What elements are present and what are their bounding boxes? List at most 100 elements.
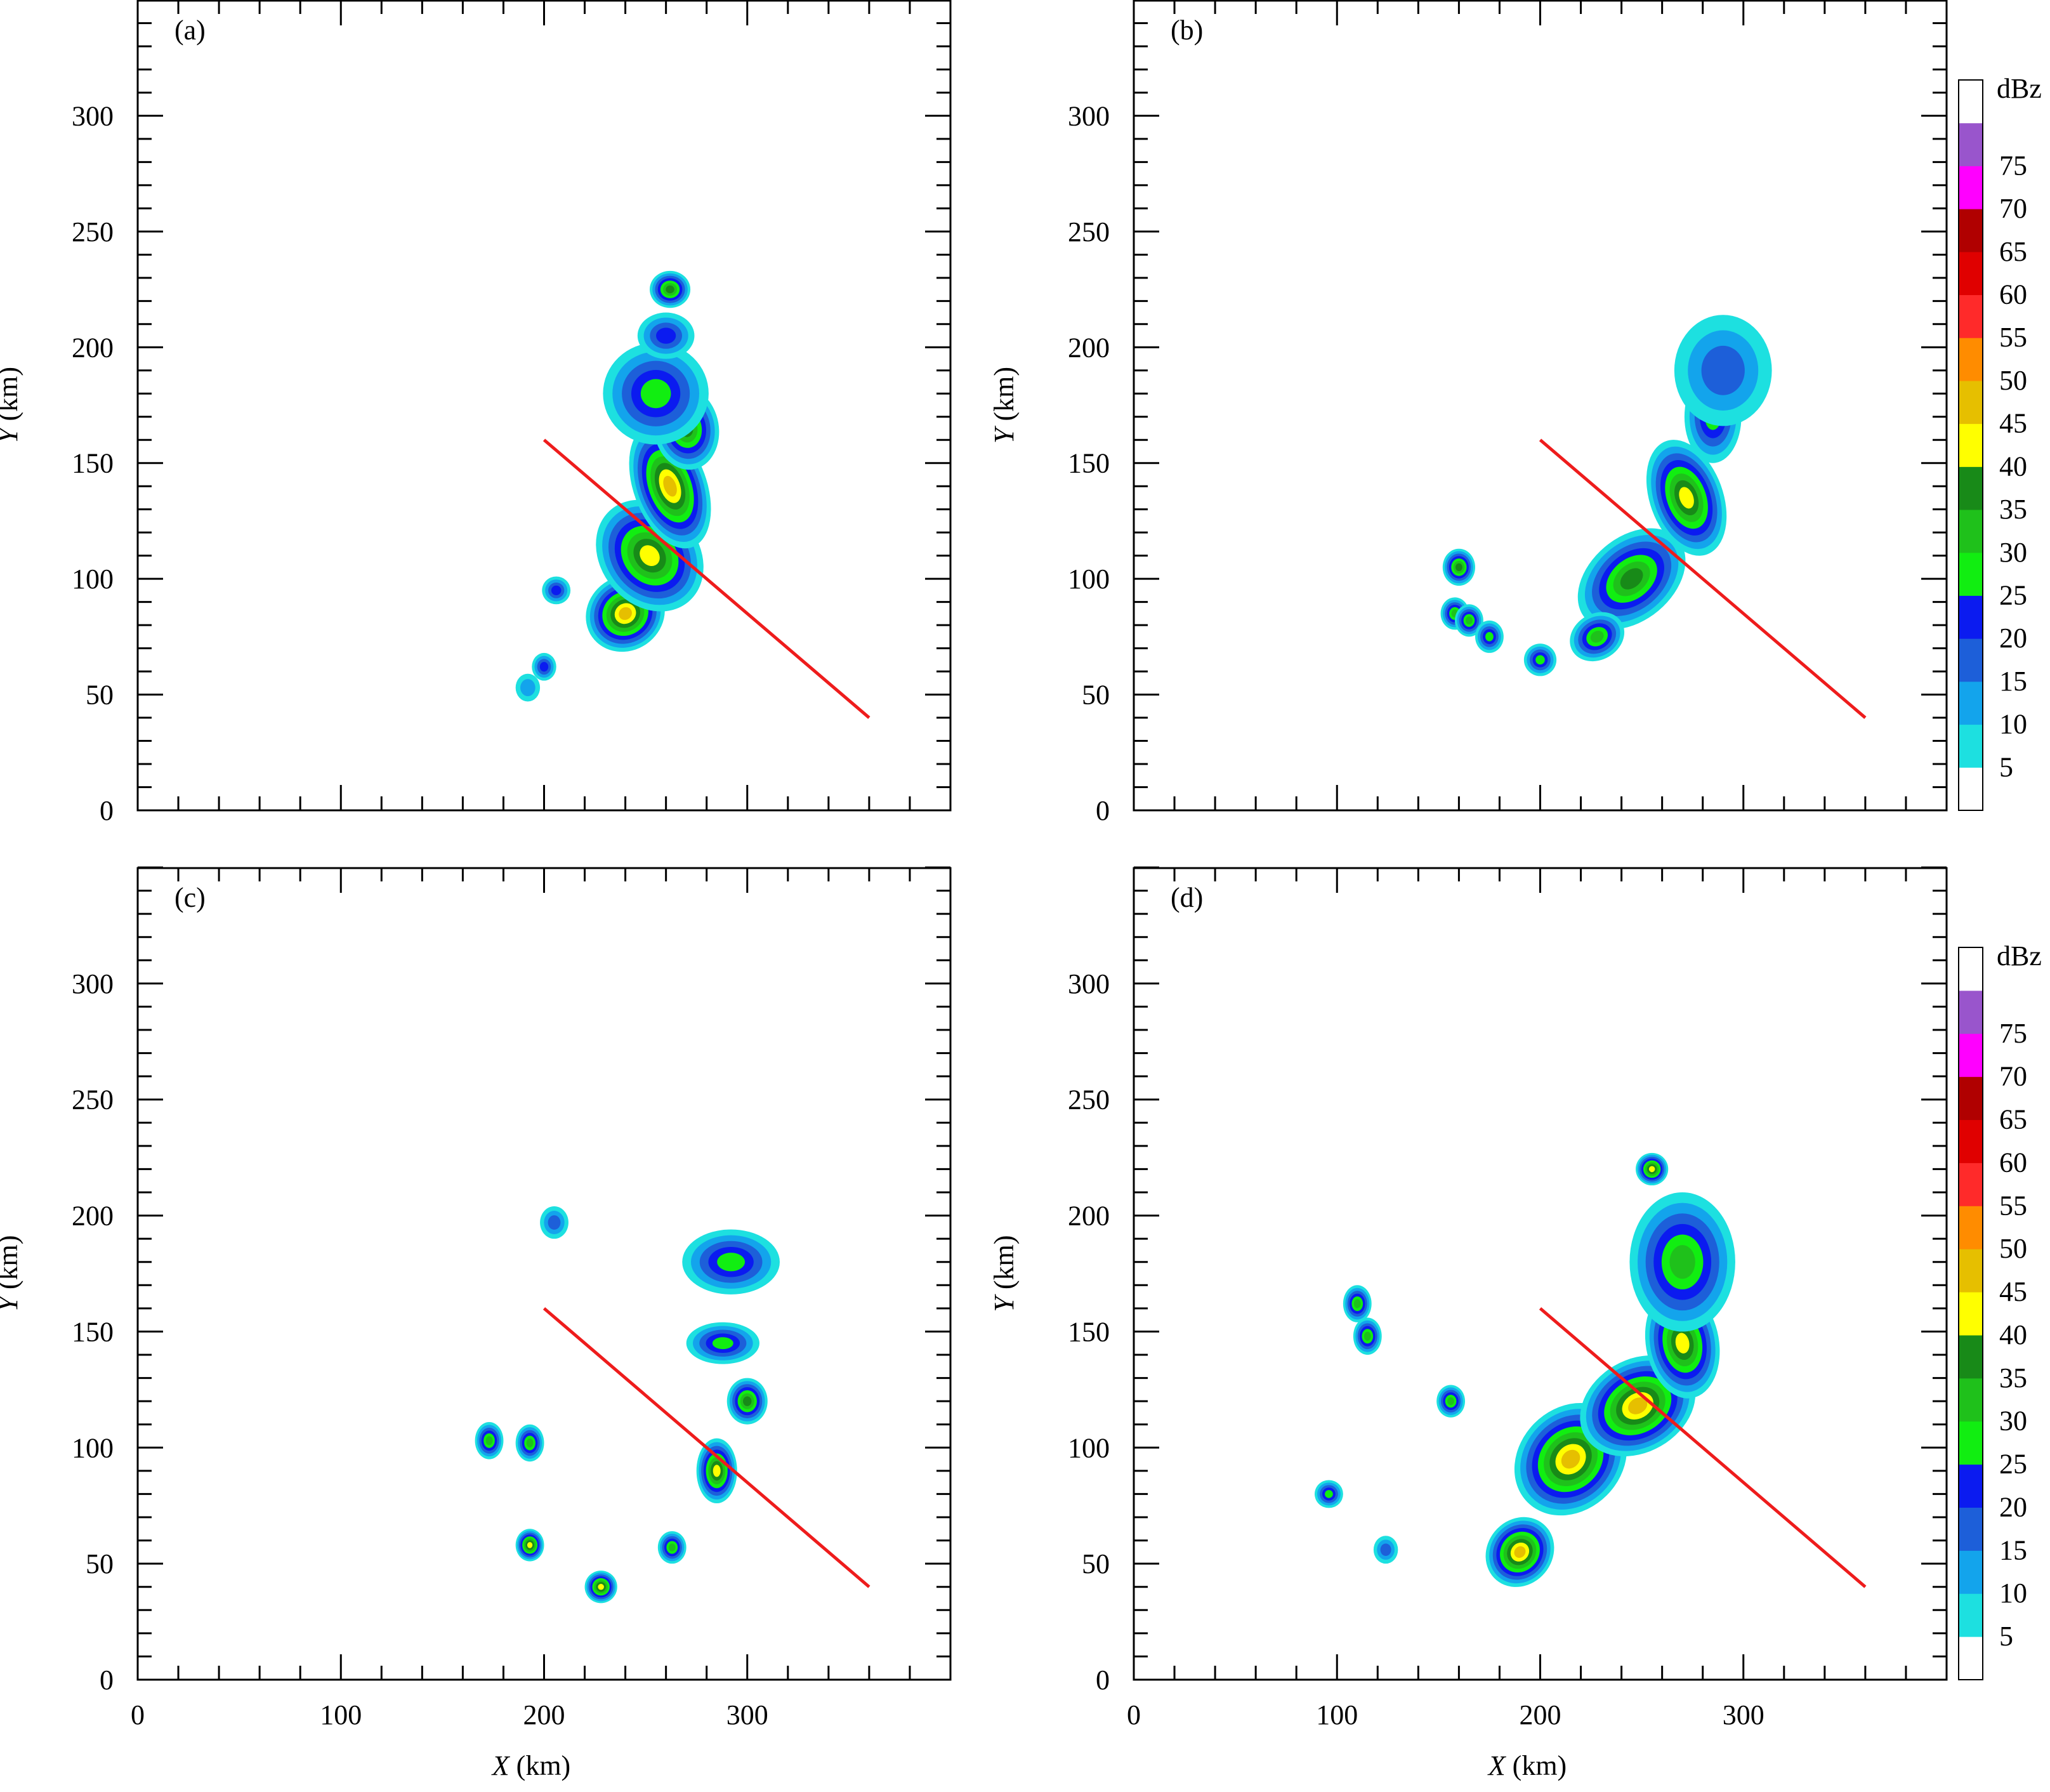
dbz-contour-30 — [1465, 616, 1473, 625]
x-tick-label: 200 — [1520, 1699, 1561, 1730]
x-tick-label: 300 — [726, 1699, 768, 1730]
y-tick-label: 300 — [72, 968, 114, 999]
colorbar-swatch — [1959, 1163, 1983, 1206]
dbz-contour-30 — [1669, 1245, 1695, 1279]
y-tick-label: 50 — [1082, 680, 1110, 711]
dbz-contour-25 — [1325, 1490, 1333, 1498]
y-tick-label: 0 — [1096, 1664, 1110, 1696]
reflectivity-cell — [650, 270, 691, 308]
dbz-contour-15 — [1380, 1543, 1391, 1556]
colorbar-swatch — [1959, 1206, 1983, 1249]
dbz-contour-30 — [1590, 630, 1604, 643]
colorbar-tick-label: 10 — [1999, 709, 2027, 740]
dbz-contour-45 — [1514, 1546, 1526, 1558]
y-axis-label: Y (km) — [0, 1235, 23, 1312]
reflectivity-cell — [1580, 1355, 1696, 1456]
dbz-contour-25 — [1485, 632, 1494, 642]
colorbar-swatch — [1959, 1378, 1983, 1422]
colorbar-swatch — [1959, 947, 1983, 991]
x-tick-label: 0 — [131, 1699, 145, 1730]
colorbar-swatch — [1959, 209, 1983, 253]
colorbar-tick-label: 35 — [1999, 494, 2027, 525]
y-tick-label: 0 — [100, 795, 114, 826]
colorbar-swatch — [1959, 510, 1983, 553]
y-tick-label: 150 — [1068, 448, 1110, 479]
reflectivity-cell — [726, 1378, 768, 1425]
y-tick-label: 150 — [1068, 1316, 1110, 1347]
colorbar-swatch — [1959, 681, 1983, 725]
reflectivity-cell — [1475, 620, 1504, 653]
colorbar-swatch — [1959, 166, 1983, 209]
colorbar-tick-label: 60 — [1999, 279, 2027, 310]
dbz-contour-20 — [551, 585, 562, 596]
panel-c: 0 50 100 150 200 250 300 0 100 200 300 X (km) Y (km)… — [0, 866, 952, 1781]
y-tick-label: 0 — [1096, 795, 1110, 826]
colorbar-frame — [1958, 79, 1983, 811]
dbz-contour-25 — [1535, 655, 1545, 665]
reflectivity-cell — [475, 1422, 504, 1459]
panel-b: 0 50 100 150 200 250 300 Y (km) (b) 5 10 15 20 25 30 35… — [989, 0, 2042, 826]
colorbar-tick-label: 65 — [1999, 1104, 2027, 1135]
dbz-contour-15 — [1701, 345, 1745, 395]
dbz-contour-45 — [1561, 1449, 1580, 1469]
colorbar-tick-label: 65 — [1999, 236, 2027, 267]
colorbar-tick-label: 15 — [1999, 1534, 2027, 1565]
dbz-contour-45 — [663, 475, 677, 497]
reflectivity-cell — [540, 1206, 568, 1239]
colorbar-swatch — [1959, 466, 1983, 510]
dbz-contour-40 — [527, 1542, 533, 1548]
reflectivity-cell — [1454, 604, 1483, 637]
colorbar-tick-label: 10 — [1999, 1578, 2027, 1609]
dbz-contour-45 — [1628, 1397, 1648, 1414]
colorbar-tick-label: 45 — [1999, 1276, 2027, 1307]
panel-label: (b) — [1171, 15, 1203, 46]
panel-label: (a) — [174, 15, 206, 46]
colorbar-tick-label: 35 — [1999, 1362, 2027, 1393]
colorbar-swatch — [1959, 1334, 1983, 1379]
colorbar-swatch — [1959, 122, 1983, 166]
colorbar-swatch — [1959, 1593, 1983, 1637]
colorbar-swatch — [1959, 1292, 1983, 1336]
reflectivity-cell — [586, 575, 665, 652]
colorbar-tick-label: 20 — [1999, 1491, 2027, 1522]
y-tick-label: 300 — [1068, 100, 1110, 131]
y-tick-label: 50 — [1082, 1548, 1110, 1579]
colorbar-tick-label: 25 — [1999, 579, 2027, 610]
dbz-contour-35 — [666, 285, 674, 294]
reflectivity-cell — [515, 1529, 544, 1562]
dbz-contour-40 — [598, 1583, 604, 1590]
reflectivity-cell — [1485, 1517, 1554, 1587]
dbz-contour-10 — [520, 679, 535, 697]
colorbar: 5 10 15 20 25 30 35 40 45 50 55 60 65 70 75 dBz — [1958, 940, 2042, 1680]
plot-frame — [136, 0, 952, 812]
dbz-contour-20 — [539, 662, 549, 672]
colorbar-swatch — [1959, 595, 1983, 639]
dbz-contour-40 — [1675, 1333, 1690, 1354]
reflectivity-cell — [1373, 1536, 1398, 1564]
x-axis-label: X (km) — [1487, 1750, 1567, 1781]
colorbar-tick-label: 5 — [1999, 1621, 2013, 1652]
reflectivity-cell — [696, 1438, 737, 1504]
cross-section-line — [542, 438, 871, 719]
dbz-contour-30 — [1353, 1299, 1361, 1308]
reflectivity-cell — [1343, 1285, 1372, 1322]
dbz-contour-35 — [1455, 563, 1462, 572]
cross-section-line — [1539, 1307, 1867, 1588]
reflectivity-cell — [532, 652, 556, 681]
y-tick-label: 200 — [72, 1201, 114, 1232]
colorbar-swatch — [1959, 1637, 1983, 1680]
x-tick-label: 200 — [523, 1699, 565, 1730]
reflectivity-cell — [657, 1531, 687, 1564]
cross-section-line — [1539, 438, 1867, 719]
colorbar-swatch — [1959, 1550, 1983, 1594]
reflectivity-cell — [1442, 548, 1476, 586]
colorbar: 5 10 15 20 25 30 35 40 45 50 55 60 65 70 75 dBz — [1958, 73, 2042, 811]
reflectivity-cell — [584, 1571, 617, 1604]
x-tick-label: 100 — [1316, 1699, 1358, 1730]
y-axis-label: Y (km) — [989, 1235, 1020, 1312]
colorbar-tick-label: 40 — [1999, 1319, 2027, 1350]
colorbar-swatch — [1959, 638, 1983, 682]
plot-area — [475, 1206, 780, 1604]
colorbar-swatch — [1959, 423, 1983, 467]
reflectivity-cell — [1570, 612, 1625, 662]
